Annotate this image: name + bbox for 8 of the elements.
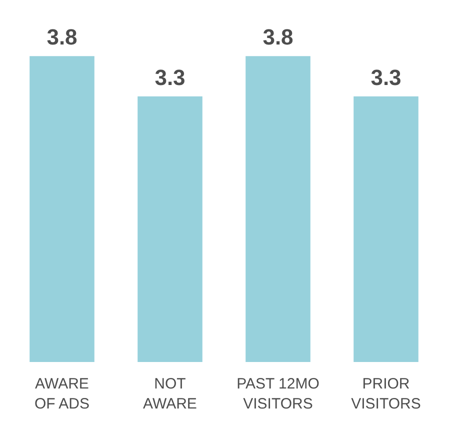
x-tick-label: PRIOR VISITORS <box>351 376 421 412</box>
x-tick-label: PAST 12MO VISITORS <box>236 376 320 412</box>
data-label: 3.8 <box>262 24 294 50</box>
data-label: 3.3 <box>154 64 186 90</box>
x-tick-label: NOT AWARE <box>143 376 197 412</box>
data-label: 3.3 <box>370 64 402 90</box>
x-tick-label: AWARE OF ADS <box>34 376 90 412</box>
data-label: 3.8 <box>46 24 78 50</box>
